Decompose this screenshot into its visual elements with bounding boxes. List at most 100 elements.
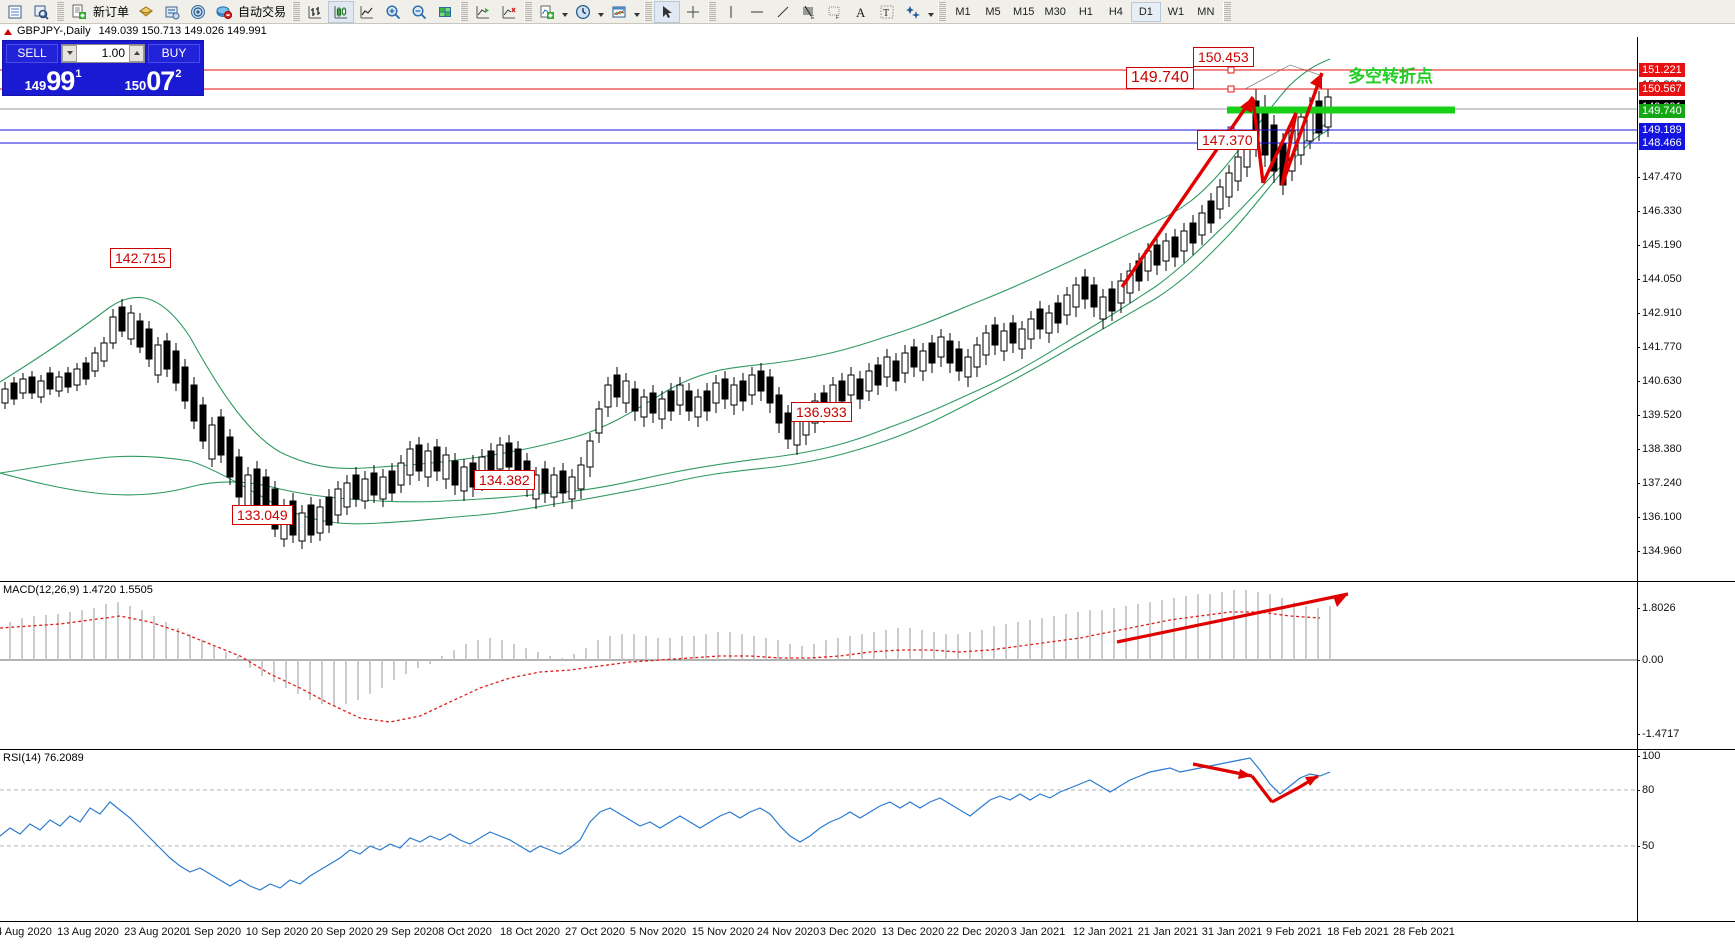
price-plot <box>0 58 1637 549</box>
shapes-icon[interactable] <box>900 1 926 23</box>
trendline-icon[interactable] <box>770 1 796 23</box>
navigator-icon[interactable] <box>159 1 185 23</box>
trade-prices-row: 149 99 1 150 07 2 <box>3 63 203 95</box>
periodicity-dropdown-icon[interactable] <box>596 1 606 23</box>
toolbar-separator <box>292 1 301 22</box>
price-tick: 142.910 <box>1637 307 1682 319</box>
price-tick: 136.100 <box>1637 511 1682 523</box>
toolbar-separator <box>644 1 653 22</box>
price-pane[interactable]: 147.470 146.330 145.190 144.050 142.910 … <box>0 37 1735 581</box>
volume-increase-icon[interactable] <box>129 44 144 62</box>
time-label: 3 Jan 2021 <box>1010 926 1066 938</box>
sell-button[interactable]: SELL <box>6 43 58 63</box>
tab-timeframe-m15[interactable]: M15 <box>1013 5 1035 18</box>
zoom-in-icon[interactable] <box>380 1 406 23</box>
tab-timeframe-w1[interactable]: W1 <box>1167 5 1185 18</box>
macd-axis[interactable]: 1.8026 0.00 -1.4717 <box>1636 582 1735 749</box>
tab-timeframe-d1[interactable]: D1 <box>1130 1 1161 22</box>
new-order-icon[interactable] <box>66 1 92 23</box>
rsi-axis[interactable]: 100 80 50 <box>1636 750 1735 921</box>
price-tick: 140.630 <box>1637 375 1682 387</box>
expert-advisors-icon[interactable] <box>133 1 159 23</box>
time-label: 18 Feb 2021 <box>1327 926 1389 938</box>
chart-area[interactable]: 147.470 146.330 145.190 144.050 142.910 … <box>0 37 1735 921</box>
sell-price[interactable]: 149 99 1 <box>3 63 103 95</box>
text-label-icon[interactable]: A <box>848 1 874 23</box>
buy-price[interactable]: 150 07 2 <box>103 63 203 95</box>
templates-icon[interactable] <box>606 1 632 23</box>
chart-shift-icon[interactable] <box>470 1 496 23</box>
price-tick: 145.190 <box>1637 239 1682 251</box>
data-window-icon[interactable] <box>28 1 54 23</box>
macd-pane[interactable]: MACD(12,26,9) 1.4720 1.5505 <box>0 581 1735 749</box>
time-label: 18 Oct 2020 <box>500 926 560 938</box>
rsi-indicator-label: RSI(14) 76.2089 <box>3 752 84 764</box>
macd-tick: 1.8026 <box>1637 602 1676 614</box>
indicators-dropdown-icon[interactable] <box>560 1 570 23</box>
tab-timeframe-m30[interactable]: M30 <box>1044 5 1066 18</box>
indicators-icon[interactable] <box>534 1 560 23</box>
signals-icon[interactable] <box>185 1 211 23</box>
time-label: 12 Jan 2021 <box>1072 926 1134 938</box>
price-annotation[interactable]: 142.715 <box>110 248 171 268</box>
chinese-annotation[interactable]: 多空转折点 <box>1348 67 1433 87</box>
buy-button[interactable]: BUY <box>148 43 200 63</box>
vertical-line-icon[interactable] <box>718 1 744 23</box>
macd-plot <box>0 590 1637 723</box>
equidistant-channel-icon[interactable]: F <box>822 1 848 23</box>
toolbar-separator <box>1222 1 1231 22</box>
templates-dropdown-icon[interactable] <box>632 1 642 23</box>
periodicity-icon[interactable] <box>570 1 596 23</box>
one-click-trading-panel[interactable]: SELL 1.00 BUY 149 99 1 150 07 2 <box>2 40 204 96</box>
volume-decrease-icon[interactable] <box>62 44 77 62</box>
shapes-dropdown-icon[interactable] <box>926 1 936 23</box>
fibonacci-icon[interactable]: E <box>796 1 822 23</box>
price-annotation[interactable]: 136.933 <box>791 402 852 422</box>
time-label: 21 Jan 2021 <box>1137 926 1199 938</box>
volume-value[interactable]: 1.00 <box>101 46 125 60</box>
price-annotation[interactable]: 149.740 <box>1126 67 1194 89</box>
time-label: 24 Nov 2020 <box>756 926 820 938</box>
toolbar-separator <box>460 1 469 22</box>
candlestick-chart-icon[interactable] <box>328 0 355 23</box>
volume-stepper[interactable]: 1.00 <box>61 43 145 63</box>
zoom-out-icon[interactable] <box>406 1 432 23</box>
tile-windows-icon[interactable] <box>432 1 458 23</box>
tab-timeframe-mn[interactable]: MN <box>1197 5 1215 18</box>
time-label: 1 Sep 2020 <box>184 926 242 938</box>
crosshair-icon[interactable] <box>680 1 706 23</box>
price-tick: 139.520 <box>1637 409 1682 421</box>
bar-chart-icon[interactable] <box>302 1 328 23</box>
tab-timeframe-h1[interactable]: H1 <box>1078 5 1093 18</box>
time-label: 31 Jan 2021 <box>1201 926 1263 938</box>
text-box-icon[interactable]: T <box>874 1 900 23</box>
line-chart-icon[interactable] <box>354 1 380 23</box>
autotrading-icon[interactable] <box>211 1 237 23</box>
price-annotation[interactable]: 147.370 <box>1197 130 1258 150</box>
rsi-pane[interactable]: RSI(14) 76.2089 100 80 50 <box>0 749 1735 921</box>
price-axis[interactable]: 147.470 146.330 145.190 144.050 142.910 … <box>1637 37 1735 581</box>
page-title: GBPJPY-,Daily <box>17 24 91 37</box>
time-label: 3 Dec 2020 <box>819 926 877 938</box>
price-annotation[interactable]: 150.453 <box>1193 47 1254 67</box>
chart-title-bar: GBPJPY-,Daily 149.039 150.713 149.026 14… <box>0 24 1735 37</box>
sell-price-lead: 149 <box>24 78 47 93</box>
new-order-button[interactable]: 新订单 <box>93 5 130 19</box>
time-label: 29 Sep 2020 <box>375 926 439 938</box>
price-label-support-2: 148.466 <box>1639 136 1685 150</box>
tab-timeframe-m1[interactable]: M1 <box>955 5 971 18</box>
autotrading-button[interactable]: 自动交易 <box>238 5 287 19</box>
tab-timeframe-h4[interactable]: H4 <box>1108 5 1123 18</box>
price-tick: 147.470 <box>1637 171 1682 183</box>
cursor-icon[interactable] <box>654 0 681 23</box>
tab-timeframe-m5[interactable]: M5 <box>985 5 1001 18</box>
auto-scroll-icon[interactable] <box>496 1 522 23</box>
time-label: 4 Aug 2020 <box>0 926 52 938</box>
price-annotation[interactable]: 133.049 <box>232 505 293 525</box>
time-label: 5 Nov 2020 <box>629 926 687 938</box>
horizontal-line-icon[interactable] <box>744 1 770 23</box>
buy-price-lead: 150 <box>124 78 147 93</box>
time-axis[interactable]: 4 Aug 2020 13 Aug 2020 23 Aug 2020 1 Sep… <box>0 921 1735 946</box>
market-watch-icon[interactable] <box>2 1 28 23</box>
price-annotation[interactable]: 134.382 <box>474 470 535 490</box>
